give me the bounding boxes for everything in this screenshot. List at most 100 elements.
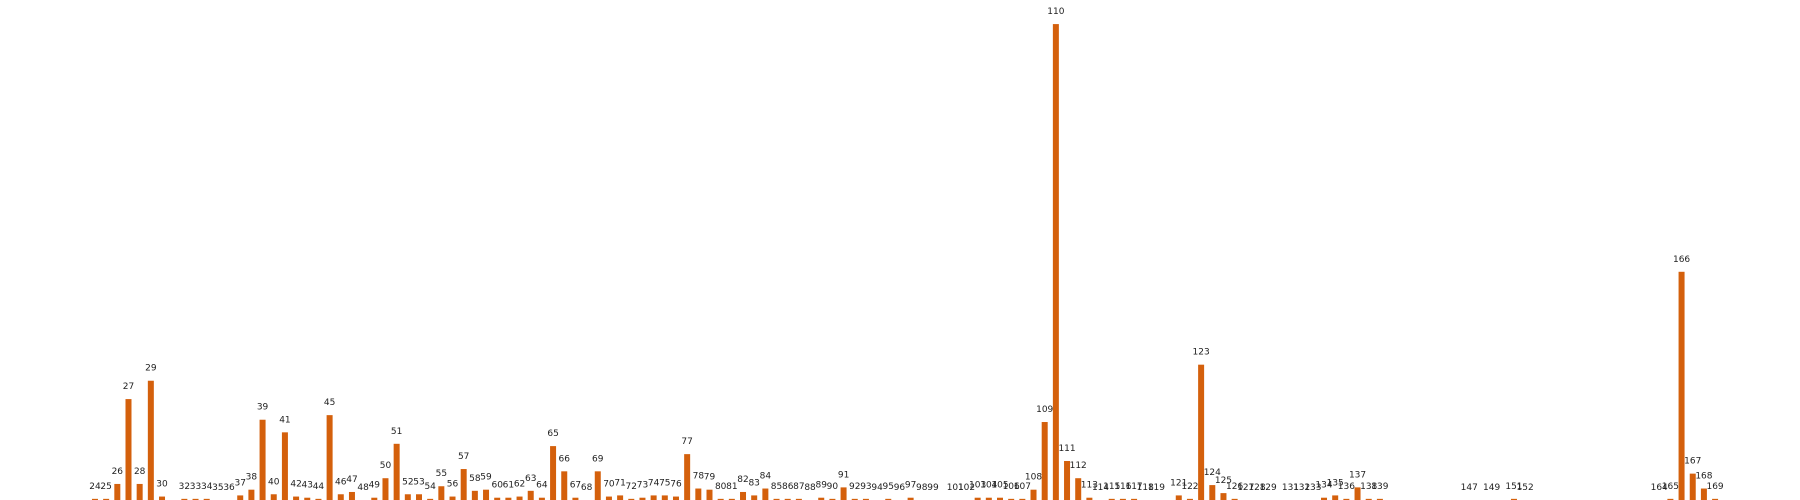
bar-label: 119	[1148, 483, 1165, 493]
bar-label: 101	[947, 483, 964, 493]
bar-label: 87	[793, 482, 804, 492]
bar-label: 32	[179, 482, 190, 492]
bar	[1700, 488, 1707, 500]
bar	[125, 399, 132, 500]
bar	[661, 495, 668, 500]
bar-label: 96	[894, 483, 906, 493]
bar-label: 168	[1695, 472, 1712, 482]
bar	[1119, 498, 1126, 500]
bar-label: 85	[771, 482, 782, 492]
bar-label: 137	[1349, 470, 1366, 480]
bar	[315, 498, 322, 500]
bar-label: 25	[100, 482, 111, 492]
bar-label: 47	[346, 475, 357, 485]
bar-label: 36	[223, 483, 235, 493]
bar	[1186, 498, 1193, 500]
bar-label: 106	[1003, 482, 1020, 492]
bar-label: 102	[958, 483, 975, 493]
bar-label: 35	[212, 483, 223, 493]
bar	[1510, 498, 1517, 500]
bar	[1086, 497, 1093, 500]
bar-label: 94	[871, 483, 883, 493]
bar-label: 52	[402, 477, 413, 487]
bar	[561, 471, 568, 500]
bar-label: 107	[1014, 482, 1031, 492]
bar-label: 92	[849, 482, 860, 492]
bar-label: 42	[290, 480, 301, 490]
bar	[505, 497, 512, 500]
bar	[974, 497, 981, 500]
bar-label: 138	[1360, 482, 1377, 492]
bar	[449, 496, 456, 500]
bar	[136, 483, 143, 500]
bar-label: 104	[980, 481, 997, 491]
bar-label: 76	[670, 480, 682, 490]
bar-label: 128	[1248, 483, 1265, 493]
bar-label: 109	[1036, 405, 1053, 415]
bar	[695, 488, 702, 500]
bar-label: 132	[1293, 483, 1310, 493]
bar	[985, 497, 992, 500]
bar-label: 57	[458, 452, 469, 462]
bar-label: 34	[201, 482, 213, 492]
bar	[706, 489, 713, 500]
bar-label: 115	[1103, 482, 1120, 492]
bar-label: 103	[969, 481, 986, 491]
bar	[527, 490, 534, 500]
bar-label: 64	[536, 481, 548, 491]
bar	[1175, 495, 1182, 500]
bar-label: 111	[1058, 444, 1075, 454]
bar	[248, 489, 255, 500]
bar	[728, 498, 735, 500]
bar-label: 105	[991, 481, 1008, 491]
bar	[259, 419, 266, 500]
bar	[1231, 498, 1238, 500]
bar-label: 88	[804, 483, 816, 493]
bar-label: 135	[1327, 478, 1344, 488]
bar-label: 121	[1170, 478, 1187, 488]
bar-label: 26	[112, 467, 124, 477]
bar-label: 55	[436, 469, 447, 479]
bar	[997, 497, 1003, 500]
bar-label: 131	[1282, 483, 1299, 493]
bar-label: 30	[156, 480, 168, 490]
bar	[103, 498, 110, 500]
bar-label: 110	[1047, 7, 1064, 17]
bar-label: 59	[480, 473, 492, 483]
bar-label: 99	[927, 483, 939, 493]
bar	[1365, 498, 1372, 500]
bar	[460, 469, 467, 500]
bar-label: 28	[134, 467, 146, 477]
bar-label: 86	[782, 482, 794, 492]
bar	[784, 498, 791, 500]
bar	[1712, 498, 1719, 500]
bar	[371, 497, 378, 500]
bar-label: 80	[715, 482, 727, 492]
bar	[1008, 498, 1015, 500]
bar	[147, 380, 154, 500]
bar	[1332, 495, 1339, 500]
bar	[795, 498, 802, 500]
bar	[404, 494, 411, 500]
bar-label: 118	[1137, 483, 1154, 493]
bar-label: 126	[1226, 482, 1243, 492]
bar	[483, 489, 490, 500]
bar	[203, 498, 210, 500]
bar	[639, 497, 646, 500]
bar-label: 56	[447, 480, 459, 490]
bar-label: 71	[614, 478, 625, 488]
bar-label: 49	[369, 481, 381, 491]
bar-label: 136	[1338, 482, 1355, 492]
bar	[1108, 498, 1115, 500]
bar-label: 97	[905, 481, 916, 491]
bar-label: 51	[391, 427, 402, 437]
bar-label: 66	[559, 454, 571, 464]
bar	[740, 491, 747, 500]
bar-label: 113	[1081, 481, 1098, 491]
bar-label: 116	[1114, 482, 1131, 492]
bar-label: 60	[491, 481, 503, 491]
bar	[304, 497, 311, 500]
bar-label: 45	[324, 398, 335, 408]
bar-label: 124	[1204, 468, 1221, 478]
